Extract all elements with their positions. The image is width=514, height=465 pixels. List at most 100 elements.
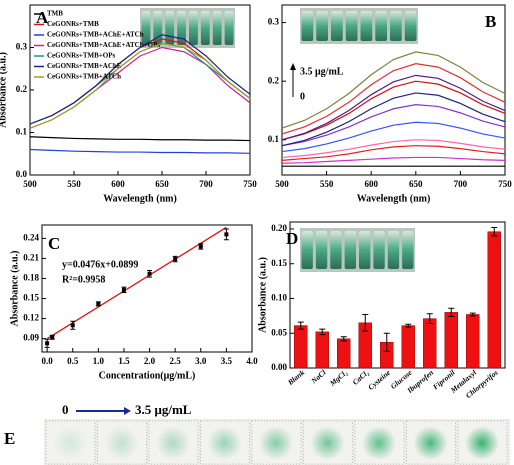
x-tick-label: 3.5 xyxy=(221,356,233,366)
vial xyxy=(387,231,400,269)
x-tick-label: 500 xyxy=(23,179,37,189)
y-axis-label: Absorbance (a.u.) xyxy=(257,257,268,333)
vial xyxy=(141,11,151,45)
x-tick-label: 650 xyxy=(155,179,169,189)
y-tick-label: 0.0 xyxy=(16,169,28,179)
vial xyxy=(189,11,198,45)
spot xyxy=(310,426,345,460)
series-line xyxy=(29,34,251,125)
bar xyxy=(294,325,308,369)
vial xyxy=(177,11,186,45)
point xyxy=(224,232,229,237)
plot-frame xyxy=(41,224,253,353)
vial xyxy=(200,11,210,45)
y-tick-label: 0.15 xyxy=(271,258,287,268)
x-tick-label: 650 xyxy=(409,179,423,189)
series-line xyxy=(281,74,506,141)
x-tick-label: 4.0 xyxy=(246,356,258,366)
series-line xyxy=(281,104,506,147)
x-tick-label: 1.0 xyxy=(93,356,105,366)
y-tick-label: 0.1 xyxy=(268,134,280,144)
annotation: R²=0.9958 xyxy=(62,274,105,285)
y-tick-label: 0.24 xyxy=(23,232,39,242)
x-tick-label: 500 xyxy=(275,179,289,189)
x-tick-label: 0.5 xyxy=(67,356,79,366)
spot xyxy=(53,426,87,460)
vial xyxy=(331,11,343,41)
x-tick-label: 750 xyxy=(243,179,257,189)
y-tick-label: 0.15 xyxy=(23,293,39,303)
annotation: 3.5 μg/mL xyxy=(300,66,344,77)
series-line xyxy=(281,139,506,159)
vial xyxy=(301,231,313,269)
x-tick-label: MgCl₂ xyxy=(327,368,349,389)
legend-label: CeGONRs+TMB+OPs xyxy=(47,52,116,60)
bar xyxy=(487,231,501,369)
error-bar xyxy=(491,227,498,237)
point xyxy=(96,301,101,306)
series-line xyxy=(29,42,251,129)
vial xyxy=(390,11,402,41)
arrow-head xyxy=(124,407,131,415)
x-tick-label: 1.5 xyxy=(118,356,130,366)
series-line xyxy=(281,145,506,161)
spot xyxy=(156,426,190,460)
y-tick-label: 0.2 xyxy=(16,84,28,94)
series-line xyxy=(281,156,506,164)
vial xyxy=(359,231,371,269)
strip-end: 3.5 μg/mL xyxy=(135,402,192,417)
error-bar xyxy=(319,328,326,336)
y-axis-label: Absorbance (a.u.) xyxy=(0,52,8,128)
strip-start: 0 xyxy=(62,402,69,417)
error-bar xyxy=(362,313,369,332)
spot xyxy=(413,426,448,460)
x-tick-label: 3.0 xyxy=(195,356,207,366)
point xyxy=(173,257,178,262)
spot xyxy=(259,426,293,460)
panel-label: A xyxy=(36,8,49,27)
arrow-head xyxy=(290,63,296,70)
bar xyxy=(466,314,480,369)
bar xyxy=(444,312,458,369)
x-tick-label: 600 xyxy=(111,179,125,189)
series-line xyxy=(29,46,251,129)
x-tick-label: 700 xyxy=(199,179,213,189)
legend-label: CeGONRs+TMB+AChE+ATCh xyxy=(47,31,144,39)
x-axis-label: Wavelength (nm) xyxy=(103,193,177,204)
series-line xyxy=(281,51,506,129)
vial xyxy=(315,231,328,269)
photo-strip xyxy=(44,419,510,465)
bar xyxy=(315,331,329,369)
x-tick-label: 600 xyxy=(364,179,378,189)
spot xyxy=(465,426,499,460)
y-tick-label: 0.18 xyxy=(23,273,39,283)
x-tick-label: 0.0 xyxy=(41,356,53,366)
plot-frame xyxy=(281,4,506,176)
bar xyxy=(337,338,351,369)
plot-frame xyxy=(289,221,506,369)
vial xyxy=(301,11,314,41)
series-line xyxy=(29,136,251,142)
annotation: 0 xyxy=(300,91,305,102)
panel-label: B xyxy=(485,12,496,31)
point xyxy=(70,323,75,328)
x-tick-label: 750 xyxy=(498,179,512,189)
error-bar xyxy=(340,336,347,342)
fit-line xyxy=(46,226,227,340)
vial xyxy=(344,231,356,269)
spot xyxy=(362,426,396,460)
series-line xyxy=(29,148,251,154)
panel-label: E xyxy=(4,429,15,448)
legend-label: TMB xyxy=(47,10,63,18)
legend-label: CeGONRs+TMB+AChE xyxy=(47,62,122,70)
x-axis-label: Wavelength (nm) xyxy=(357,193,431,204)
y-tick-label: 0.09 xyxy=(23,333,39,343)
x-tick-label: 2.0 xyxy=(144,356,156,366)
point xyxy=(147,271,152,276)
legend-label: CeGONRs+TMB+AChE+ATCh+OPs xyxy=(47,41,160,49)
vial xyxy=(316,11,328,41)
y-tick-label: 0.2 xyxy=(268,75,280,85)
y-tick-label: 0.20 xyxy=(271,223,287,233)
y-tick-label: 0.10 xyxy=(271,293,287,303)
